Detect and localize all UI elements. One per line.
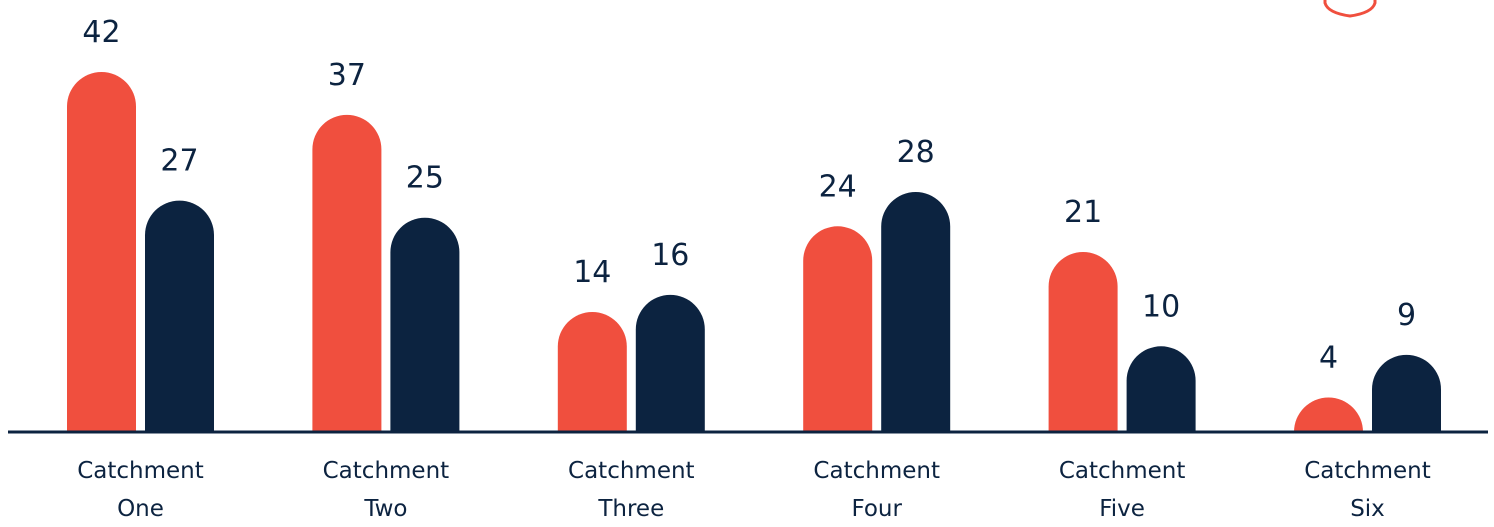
data-label-series-1-cat-6: 4 (1319, 341, 1338, 376)
bar-series-1-cat-5 (1048, 252, 1118, 432)
category-label-1-line-1: Catchment (77, 458, 204, 484)
bar-series-2-cat-3 (635, 294, 705, 432)
category-label-6-line-2: Six (1350, 496, 1385, 522)
category-label-1-line-2: One (117, 496, 164, 522)
category-labels-layer: Catchment One Catchment Two Catchment Three Ca… (77, 458, 1431, 522)
bar-series-2-cat-6 (1372, 354, 1441, 432)
bar-series-1-cat-2 (312, 114, 382, 432)
data-label-series-2-cat-1: 27 (160, 144, 198, 179)
data-label-series-2-cat-6: 9 (1397, 298, 1416, 333)
bar-series-2-cat-1 (145, 200, 214, 432)
data-label-series-2-cat-5: 10 (1142, 289, 1180, 324)
bar-series-1-cat-6 (1294, 397, 1363, 432)
bars-layer (67, 72, 1441, 432)
data-label-series-2-cat-2: 25 (406, 161, 444, 196)
value-labels-layer: 42 27 37 25 14 16 24 28 21 10 4 9 (82, 15, 1416, 376)
data-label-series-1-cat-1: 42 (82, 15, 120, 50)
bar-series-1-cat-3 (557, 312, 627, 432)
category-label-6-line-1: Catchment (1304, 458, 1431, 484)
data-label-series-1-cat-5: 21 (1064, 195, 1102, 230)
category-label-3-line-1: Catchment (568, 458, 695, 484)
category-label-2-line-2: Two (363, 496, 407, 522)
category-label-5-line-2: Five (1099, 496, 1145, 522)
corner-shield-decoration (1323, 0, 1377, 18)
category-label-3-line-2: Three (597, 496, 664, 522)
data-label-series-2-cat-4: 28 (897, 135, 935, 170)
bar-series-2-cat-5 (1126, 346, 1196, 432)
data-label-series-1-cat-3: 14 (573, 255, 611, 290)
bar-series-1-cat-1 (67, 72, 136, 432)
category-label-2-line-1: Catchment (323, 458, 450, 484)
category-label-4-line-2: Four (851, 496, 902, 522)
category-label-5-line-1: Catchment (1059, 458, 1186, 484)
data-label-series-1-cat-2: 37 (328, 58, 366, 93)
category-label-4-line-1: Catchment (813, 458, 940, 484)
bar-series-1-cat-4 (803, 226, 873, 432)
bar-series-2-cat-4 (881, 192, 951, 432)
data-label-series-2-cat-3: 16 (651, 238, 689, 273)
data-label-series-1-cat-4: 24 (819, 169, 857, 204)
bar-series-2-cat-2 (390, 217, 460, 432)
